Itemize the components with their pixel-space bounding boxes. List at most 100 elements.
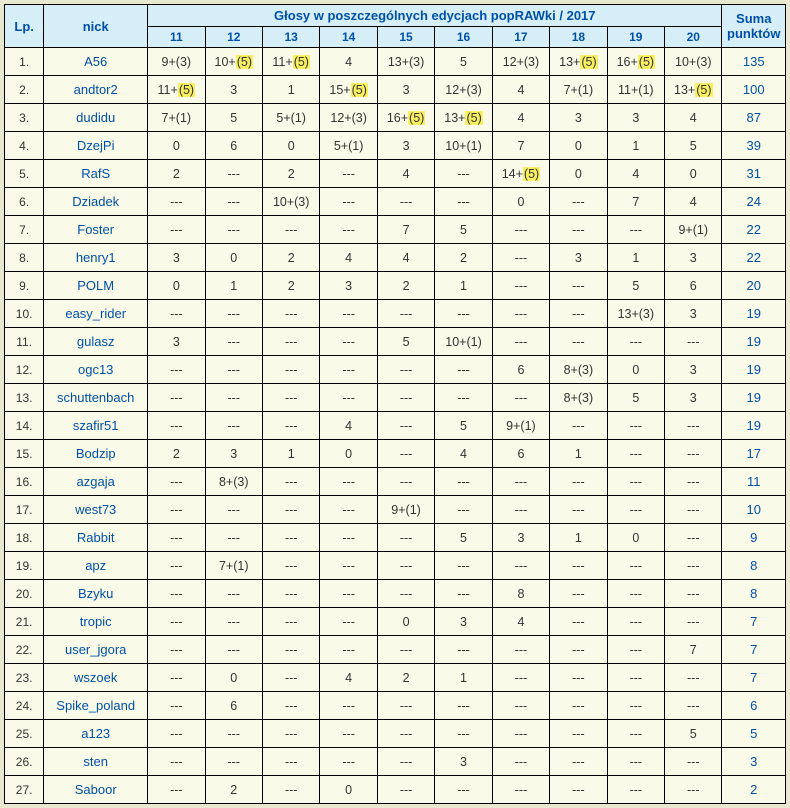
cell-value: 7 [607, 188, 664, 216]
cell-value: 0 [607, 356, 664, 384]
cell-lp: 16. [5, 468, 44, 496]
header-edition-18: 18 [550, 27, 607, 48]
table-row: 22.user_jgora---------------------------… [5, 636, 786, 664]
cell-value: --- [435, 188, 492, 216]
cell-value: --- [320, 496, 377, 524]
cell-value: 1 [550, 440, 607, 468]
cell-lp: 26. [5, 748, 44, 776]
cell-value: --- [607, 692, 664, 720]
cell-value: --- [665, 608, 722, 636]
cell-value: --- [262, 664, 319, 692]
table-row: 6.Dziadek------10+(3)---------0---7424 [5, 188, 786, 216]
cell-value: --- [435, 636, 492, 664]
cell-value: --- [492, 552, 549, 580]
cell-value: --- [435, 468, 492, 496]
cell-value: --- [262, 636, 319, 664]
cell-value: --- [148, 412, 205, 440]
cell-value: 10+(1) [435, 328, 492, 356]
header-edition-14: 14 [320, 27, 377, 48]
cell-value: --- [435, 580, 492, 608]
cell-value: --- [607, 608, 664, 636]
cell-value: --- [550, 720, 607, 748]
cell-lp: 15. [5, 440, 44, 468]
cell-nick: A56 [44, 48, 148, 76]
cell-value: --- [607, 496, 664, 524]
header-edition-12: 12 [205, 27, 262, 48]
cell-sum: 20 [722, 272, 786, 300]
cell-value: --- [665, 580, 722, 608]
cell-sum: 19 [722, 356, 786, 384]
cell-value: --- [262, 216, 319, 244]
cell-value: --- [435, 552, 492, 580]
cell-value: 0 [205, 244, 262, 272]
cell-value: --- [492, 692, 549, 720]
cell-value: 13+(3) [377, 48, 434, 76]
cell-value: 10+(3) [665, 48, 722, 76]
cell-sum: 39 [722, 132, 786, 160]
cell-value: --- [148, 468, 205, 496]
cell-sum: 7 [722, 608, 786, 636]
cell-value: --- [435, 356, 492, 384]
cell-value: --- [607, 216, 664, 244]
cell-value: 0 [320, 776, 377, 804]
table-row: 27.Saboor---2---0------------------2 [5, 776, 786, 804]
cell-value: 3 [665, 244, 722, 272]
header-votes: Głosy w poszczególnych edycjach popRAWki… [148, 5, 722, 27]
cell-value: --- [205, 524, 262, 552]
cell-value: 0 [550, 160, 607, 188]
cell-value: 12+(3) [435, 76, 492, 104]
cell-value: --- [550, 608, 607, 636]
cell-value: 5 [435, 48, 492, 76]
table-row: 17.west73------------9+(1)--------------… [5, 496, 786, 524]
cell-value: 4 [377, 160, 434, 188]
cell-value: 9+(1) [492, 412, 549, 440]
cell-value: --- [607, 776, 664, 804]
cell-value: 10+(5) [205, 48, 262, 76]
cell-value: --- [148, 496, 205, 524]
cell-value: --- [262, 300, 319, 328]
cell-value: --- [435, 384, 492, 412]
cell-value: 7 [665, 636, 722, 664]
cell-sum: 7 [722, 664, 786, 692]
cell-value: --- [148, 636, 205, 664]
cell-value: --- [377, 440, 434, 468]
cell-value: 4 [377, 244, 434, 272]
table-row: 4.DzejPi0605+(1)310+(1)701539 [5, 132, 786, 160]
cell-value: --- [435, 720, 492, 748]
cell-value: 3 [377, 76, 434, 104]
cell-value: --- [262, 552, 319, 580]
cell-value: --- [262, 608, 319, 636]
cell-sum: 6 [722, 692, 786, 720]
cell-nick: RafS [44, 160, 148, 188]
cell-value: --- [148, 552, 205, 580]
cell-value: 1 [607, 132, 664, 160]
cell-lp: 24. [5, 692, 44, 720]
cell-value: 7+(1) [148, 104, 205, 132]
cell-value: --- [148, 216, 205, 244]
cell-lp: 7. [5, 216, 44, 244]
cell-value: 3 [435, 608, 492, 636]
cell-lp: 6. [5, 188, 44, 216]
cell-value: --- [320, 216, 377, 244]
cell-value: 3 [320, 272, 377, 300]
cell-nick: Dziadek [44, 188, 148, 216]
cell-lp: 2. [5, 76, 44, 104]
cell-value: --- [665, 328, 722, 356]
cell-value: --- [148, 692, 205, 720]
cell-value: --- [262, 524, 319, 552]
cell-nick: a123 [44, 720, 148, 748]
cell-value: --- [665, 412, 722, 440]
cell-value: 3 [550, 244, 607, 272]
cell-value: 5+(1) [262, 104, 319, 132]
table-row: 14.szafir51---------4---59+(1)---------1… [5, 412, 786, 440]
cell-value: --- [492, 776, 549, 804]
cell-value: --- [607, 328, 664, 356]
cell-lp: 20. [5, 580, 44, 608]
cell-value: 0 [262, 132, 319, 160]
cell-value: --- [205, 384, 262, 412]
table-row: 9.POLM012321------5620 [5, 272, 786, 300]
cell-nick: tropic [44, 608, 148, 636]
cell-value: --- [148, 664, 205, 692]
cell-lp: 14. [5, 412, 44, 440]
cell-value: 0 [148, 132, 205, 160]
